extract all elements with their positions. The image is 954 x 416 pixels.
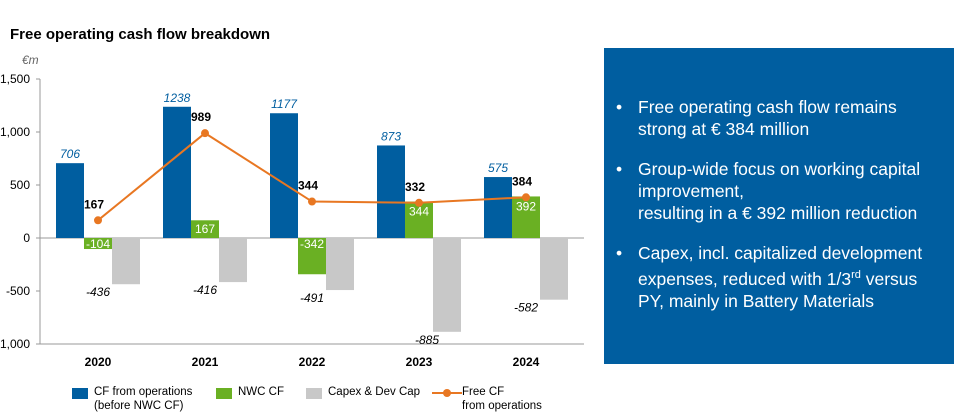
point-free-cf <box>522 193 530 202</box>
x-category-label: 2023 <box>406 355 433 369</box>
data-label-nwc-cf: 392 <box>516 199 536 213</box>
bar-capex <box>433 238 461 332</box>
data-label-free-cf: 384 <box>512 174 532 188</box>
data-label-capex: -436 <box>86 285 110 299</box>
bar-nwc-cf <box>298 238 326 275</box>
legend-label-free-cf: Free CF from operations <box>462 385 542 413</box>
bar-line-chart: €m -1,000 -500 0 500 1,000 1,500 2020 2021 2022 20… <box>0 53 584 369</box>
line-free-cf <box>97 131 527 222</box>
data-label-cf-operations: 1238 <box>164 91 191 105</box>
bullet-item: Free operating cash flow remains strong … <box>616 96 946 140</box>
y-tick-label: 0 <box>23 231 30 245</box>
bar-capex <box>326 238 354 291</box>
bullet-line: Group-wide focus on working capital <box>638 159 921 179</box>
legend-label-free-cf-line1: Free CF <box>462 386 505 398</box>
bar-cf-operations <box>56 163 84 238</box>
x-category-label: 2020 <box>85 355 112 369</box>
point-free-cf <box>94 216 102 225</box>
bar-cf-operations <box>377 145 405 238</box>
info-panel: Free operating cash flow remains strong … <box>604 48 954 364</box>
bullet-line: strong at € 384 million <box>638 119 810 139</box>
bar-nwc-cf <box>191 220 219 238</box>
bar-cf-operations <box>163 106 191 238</box>
data-label-free-cf: 989 <box>191 110 211 124</box>
y-tick-label: 500 <box>10 178 30 192</box>
point-free-cf <box>308 197 316 206</box>
x-category-label: 2021 <box>192 355 219 369</box>
bar-nwc-cf <box>405 201 433 238</box>
legend-label-capex: Capex & Dev Cap <box>328 386 421 398</box>
data-label-capex: -582 <box>514 301 538 315</box>
point-free-cf <box>415 198 423 207</box>
y-tick-label: 1,500 <box>0 72 30 86</box>
data-label-free-cf: 332 <box>405 180 425 194</box>
legend-label-free-cf-line2: from operations <box>462 400 542 412</box>
data-label-capex: -885 <box>415 333 439 347</box>
y-tick-label: 1,000 <box>0 125 30 139</box>
y-tick-label: -500 <box>6 284 30 298</box>
bar-nwc-cf <box>84 238 112 250</box>
legend-marker-free-cf <box>443 389 451 397</box>
bar-cf-operations <box>270 113 298 238</box>
legend-swatch-cf-operations <box>72 388 88 399</box>
legend-label-nwc-cf: NWC CF <box>238 386 284 398</box>
data-label-cf-operations: 1177 <box>271 97 298 111</box>
data-label-cf-operations: 706 <box>60 147 80 161</box>
chart-title: Free operating cash flow breakdown <box>10 26 271 43</box>
bar-nwc-cf <box>512 196 540 238</box>
legend-swatch-nwc-cf <box>216 388 232 399</box>
chart-legend: CF from operations (before NWC CF) NWC C… <box>0 385 600 416</box>
data-label-free-cf: 344 <box>298 179 318 193</box>
data-label-cf-operations: 873 <box>381 129 401 143</box>
bullet-line: resulting in a € 392 million reduction <box>638 203 918 223</box>
legend-label-cf-operations-line1: CF from operations <box>94 386 193 398</box>
data-label-nwc-cf: 167 <box>195 222 215 236</box>
bullet-line: improvement, <box>638 181 745 201</box>
bullet-item: Capex, incl. capitalized development exp… <box>616 242 946 312</box>
bar-capex <box>219 238 247 283</box>
bullet-line: expenses, reduced with 1/3 <box>638 268 852 289</box>
data-label-capex: -491 <box>300 291 324 305</box>
bar-capex <box>540 238 568 300</box>
y-axis-unit-label: €m <box>22 53 39 67</box>
data-label-capex: -416 <box>193 283 217 297</box>
x-category-label: 2022 <box>299 355 326 369</box>
legend-label-cf-operations-line2: (before NWC CF) <box>94 400 184 412</box>
bullet-superscript: rd <box>851 269 861 281</box>
y-tick-label: -1,000 <box>0 337 30 351</box>
legend-swatch-capex <box>306 388 322 399</box>
bar-capex <box>112 238 140 285</box>
bullet-line: versus <box>860 268 918 289</box>
point-free-cf <box>201 129 209 138</box>
x-category-label: 2024 <box>513 355 540 369</box>
bullet-line: PY, mainly in Battery Materials <box>638 290 875 311</box>
bullet-list: Free operating cash flow remains strong … <box>616 96 946 330</box>
bullet-line: Capex, incl. capitalized development <box>638 243 923 263</box>
data-label-free-cf: 167 <box>84 197 104 211</box>
data-label-cf-operations: 575 <box>488 161 508 175</box>
legend-label-cf-operations: CF from operations (before NWC CF) <box>94 385 192 413</box>
data-label-nwc-cf: 344 <box>409 205 429 219</box>
bullet-line: Free operating cash flow remains <box>638 97 897 117</box>
data-label-nwc-cf: -342 <box>300 237 324 251</box>
bullet-item: Group-wide focus on working capital impr… <box>616 158 946 224</box>
bar-cf-operations <box>484 177 512 238</box>
data-label-nwc-cf: -104 <box>86 237 110 251</box>
